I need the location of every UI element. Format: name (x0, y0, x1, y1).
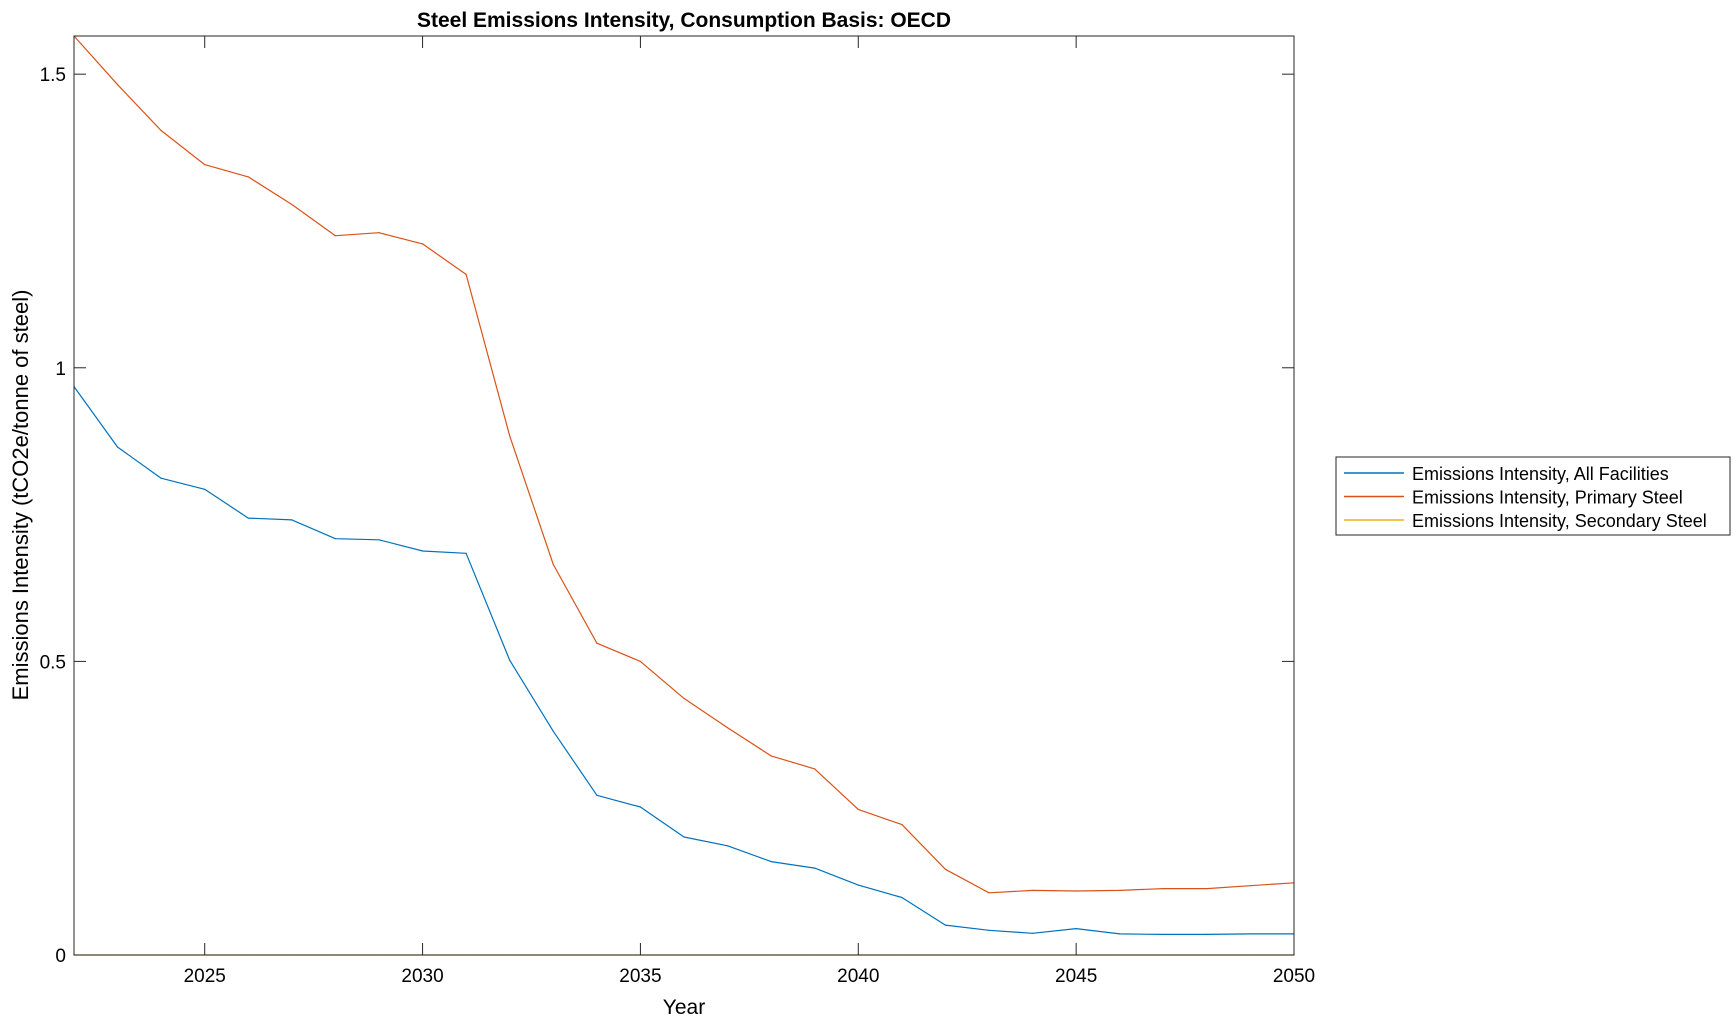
data-point-s1-2024 (160, 477, 162, 479)
y-tick-label: 1.5 (40, 65, 66, 86)
data-point-s1-2038 (770, 861, 772, 863)
series-line-1 (73, 386, 1294, 936)
data-point-s2-2041 (901, 824, 903, 826)
data-point-s2-2026 (247, 176, 249, 178)
x-tick-label: 2030 (401, 966, 443, 987)
data-point-s2-2048 (1206, 888, 1208, 890)
data-point-s2-2036 (683, 697, 685, 700)
data-point-s2-2047 (1162, 888, 1164, 890)
data-point-s2-2031 (465, 273, 467, 275)
y-axis-label: Emissions Intensity (tCO2e/tonne of stee… (8, 290, 33, 701)
data-point-s2-2024 (160, 129, 162, 132)
data-point-s2-2043 (988, 892, 990, 894)
data-point-s2-2037 (727, 727, 729, 729)
plot-area (73, 35, 1295, 956)
x-tick-label: 2045 (1055, 966, 1097, 987)
data-point-s1-2034 (596, 794, 598, 796)
data-point-s1-2026 (247, 517, 249, 519)
data-point-s2-2033 (552, 563, 554, 566)
data-point-s1-2048 (1206, 933, 1208, 936)
data-point-s2-2027 (291, 203, 293, 206)
data-point-s1-2045 (1075, 928, 1077, 930)
x-tick-label: 2040 (837, 966, 879, 987)
data-point-s1-2027 (291, 519, 293, 521)
data-point-s2-2025 (204, 164, 206, 166)
data-point-s1-2047 (1162, 933, 1164, 936)
data-point-s1-2043 (988, 929, 990, 931)
data-point-s1-2037 (727, 845, 729, 847)
legend-label-1: Emissions Intensity, All Facilities (1412, 464, 1669, 484)
series-line-2 (73, 35, 1295, 894)
data-point-s2-2034 (596, 642, 598, 644)
data-point-s1-2035 (639, 806, 642, 808)
data-point-s1-2036 (683, 836, 685, 838)
plot-frame (73, 35, 1295, 956)
data-point-s2-2023 (117, 84, 119, 86)
chart-title: Steel Emissions Intensity, Consumption B… (417, 9, 951, 32)
data-point-s2-2046 (1119, 889, 1121, 892)
data-point-s1-2029 (378, 539, 380, 541)
data-point-s1-2032 (509, 659, 511, 661)
data-point-s1-2033 (552, 730, 554, 732)
data-point-s1-2044 (1032, 932, 1034, 934)
data-point-s1-2049 (1249, 933, 1251, 935)
data-point-s2-2028 (334, 235, 336, 237)
data-point-s1-2023 (117, 446, 119, 448)
data-point-s2-2038 (770, 755, 772, 757)
data-point-s2-2029 (378, 232, 380, 234)
x-tick-label: 2050 (1273, 966, 1315, 987)
y-tick-label: 0.5 (40, 652, 66, 673)
data-point-s2-2045 (1075, 890, 1077, 892)
axis-ticks: 2025 2030 2035 2040 2045 2050 0 0.5 1 1.5 (40, 36, 1315, 987)
data-point-s2-2044 (1032, 889, 1034, 892)
data-point-s2-2039 (814, 768, 816, 770)
data-point-s2-2035 (639, 660, 642, 663)
x-axis-label: Year (663, 996, 705, 1019)
data-point-s2-2032 (509, 435, 511, 437)
data-point-s2-2040 (857, 808, 859, 811)
y-tick-label: 0 (55, 946, 66, 967)
data-point-s1-2040 (857, 884, 859, 886)
legend-label-3: Emissions Intensity, Secondary Steel (1412, 511, 1707, 531)
data-point-s1-2041 (901, 896, 903, 899)
x-tick-label: 2035 (619, 966, 661, 987)
data-point-s1-2025 (204, 488, 206, 490)
data-point-s1-2030 (422, 550, 424, 552)
data-point-s1-2039 (814, 867, 816, 869)
data-point-s2-2042 (944, 868, 947, 870)
legend: Emissions Intensity, All Facilities Emiss… (1335, 456, 1731, 536)
x-tick-label: 2025 (184, 966, 226, 987)
data-point-s2-2049 (1249, 885, 1251, 887)
data-point-s1-2031 (465, 552, 467, 554)
data-point-s1-2028 (334, 538, 336, 540)
data-point-s2-2030 (422, 243, 424, 245)
legend-label-2: Emissions Intensity, Primary Steel (1412, 488, 1683, 508)
y-tick-label: 1 (55, 359, 66, 380)
data-point-s1-2046 (1119, 933, 1121, 935)
data-point-s1-2042 (944, 924, 947, 926)
